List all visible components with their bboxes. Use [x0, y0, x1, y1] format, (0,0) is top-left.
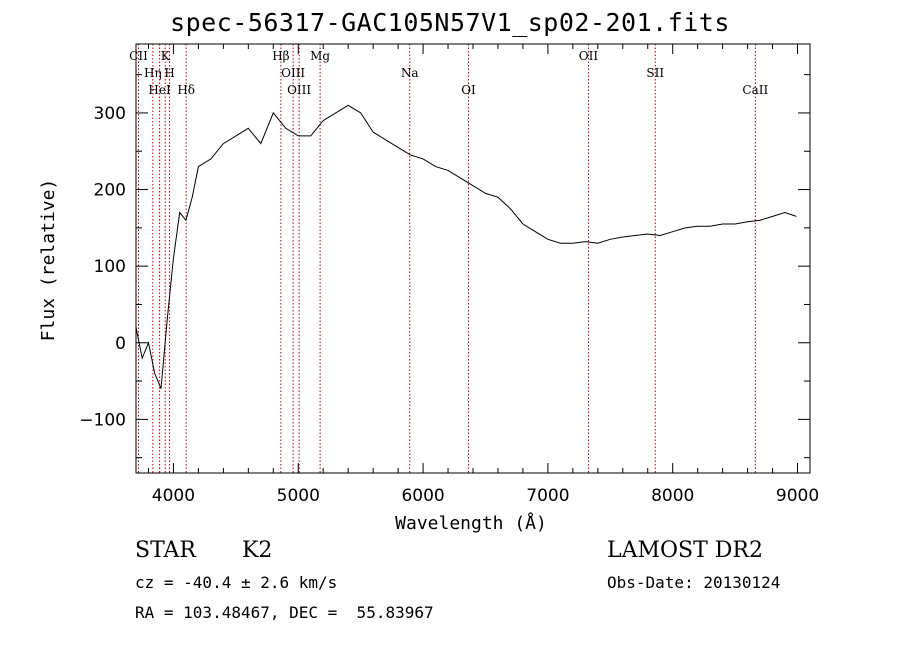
x-tick-label: 5000	[277, 486, 320, 506]
line-marker-label: SII	[646, 66, 664, 80]
y-tick-label: 200	[94, 181, 126, 201]
plot-frame	[135, 43, 811, 474]
y-tick-label: 0	[115, 334, 126, 354]
line-marker-label: K	[161, 49, 171, 63]
x-tick-label: 7000	[526, 486, 569, 506]
x-tick-label: 8000	[651, 486, 694, 506]
line-marker-label: Hβ	[272, 49, 289, 63]
line-marker-label: CaII	[742, 83, 768, 97]
x-axis-label: Wavelength (Å)	[395, 512, 547, 534]
x-axis-ticks: 4000 5000 6000 7000 8000 9000	[147, 44, 819, 506]
subclass-label: K2	[242, 538, 273, 563]
y-axis-ticks: −100 0 100 200 300	[79, 74, 810, 459]
line-marker-label: OIII	[281, 66, 305, 80]
line-marker-label: Mg	[310, 49, 330, 63]
line-marker-label: OI	[461, 83, 476, 97]
line-marker-label: H	[164, 66, 174, 80]
y-tick-label: 300	[94, 104, 126, 124]
line-marker-label: Hδ	[177, 83, 195, 97]
y-tick-label: 100	[94, 257, 126, 277]
x-tick-label: 4000	[152, 486, 195, 506]
x-tick-label: 6000	[401, 486, 444, 506]
cz-text: cz = -40.4 ± 2.6 km/s	[135, 573, 338, 592]
line-marker-label: OIII	[287, 83, 311, 97]
survey-label: LAMOST DR2	[607, 538, 763, 563]
page-title: spec-56317-GAC105N57V1_sp02-201.fits	[170, 8, 730, 37]
coords-text: RA = 103.48467, DEC = 55.83967	[135, 603, 434, 622]
y-tick-label: −100	[79, 410, 126, 430]
line-marker-label: Na	[401, 66, 419, 80]
y-axis-label: Flux (relative)	[38, 179, 59, 342]
line-marker-label: OII	[579, 49, 599, 63]
obs-date-text: Obs-Date: 20130124	[607, 573, 781, 592]
line-marker-label: Hη	[144, 66, 162, 80]
class-label: STAR	[135, 538, 196, 563]
line-marker-label: HeI	[148, 83, 171, 97]
spectrum-line	[135, 104, 797, 389]
x-tick-label: 9000	[776, 486, 819, 506]
line-marker-label: CII	[129, 49, 148, 63]
